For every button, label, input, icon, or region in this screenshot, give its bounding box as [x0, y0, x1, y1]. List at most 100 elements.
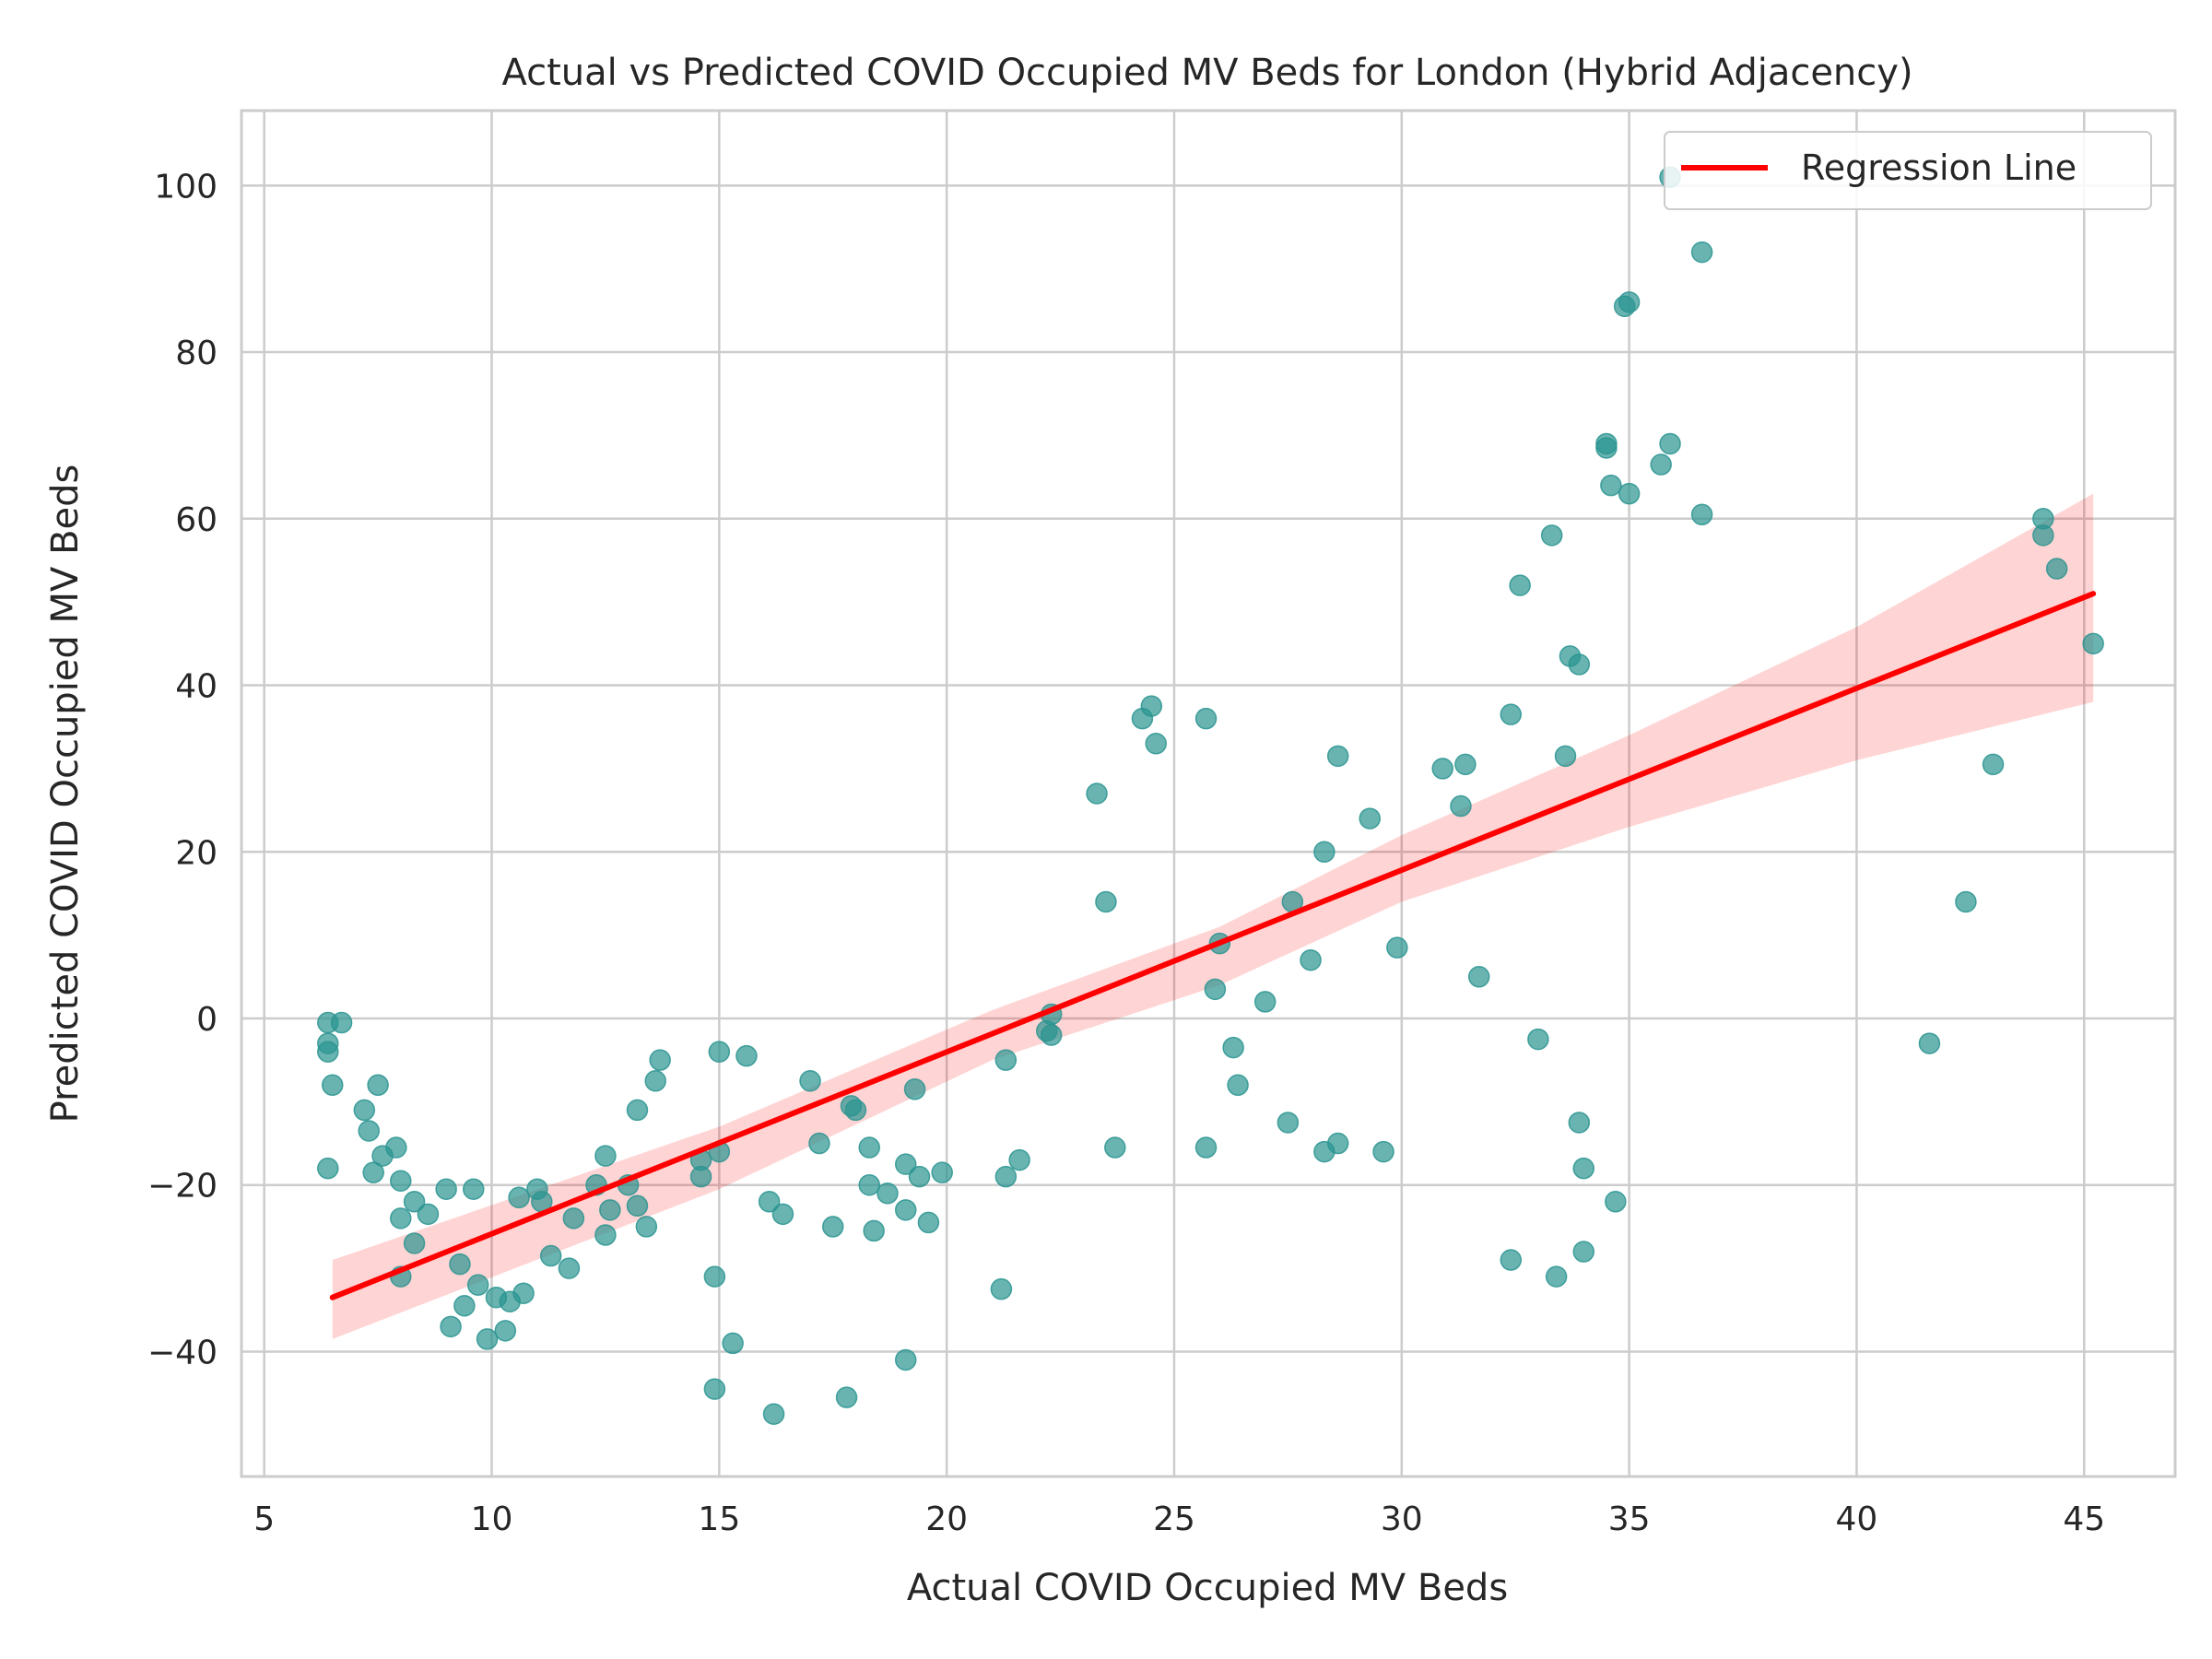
data-point	[594, 1224, 617, 1246]
y-tick-label: 0	[196, 1001, 218, 1039]
data-point	[2045, 558, 2068, 580]
data-point	[1145, 733, 1167, 755]
data-point	[877, 1182, 899, 1205]
data-point	[1008, 1148, 1030, 1171]
data-point	[403, 1191, 426, 1213]
data-point	[1372, 1140, 1394, 1163]
x-tick-labels: 5 10 15 20 25 30 35 40 45	[253, 1500, 2105, 1538]
y-tick-label: 40	[175, 668, 218, 706]
data-point	[367, 1074, 389, 1097]
data-point	[1040, 1024, 1063, 1046]
data-point	[990, 1277, 1013, 1300]
data-point	[453, 1295, 476, 1317]
regression-line	[329, 591, 2097, 1300]
data-point	[435, 1178, 457, 1200]
data-point	[1326, 1132, 1349, 1155]
data-point	[466, 1274, 489, 1296]
data-point	[1104, 1136, 1126, 1159]
data-point	[863, 1219, 885, 1242]
data-point	[1194, 707, 1218, 730]
data-point	[1300, 948, 1322, 971]
data-point	[1253, 991, 1277, 1013]
data-point	[994, 1049, 1018, 1071]
x-tick-label: 35	[1608, 1500, 1651, 1538]
data-point	[1454, 753, 1477, 776]
data-point	[735, 1044, 758, 1067]
data-point	[494, 1320, 517, 1342]
data-point	[1386, 936, 1408, 959]
data-point	[844, 1099, 867, 1122]
plot-background	[241, 111, 2175, 1477]
confidence-band-layer	[332, 493, 2094, 1339]
x-tick-label: 30	[1381, 1500, 1423, 1538]
data-point	[1650, 453, 1672, 476]
x-tick-label: 15	[698, 1500, 740, 1538]
data-point	[2082, 632, 2104, 655]
data-point	[1359, 807, 1381, 830]
data-point	[644, 1070, 666, 1092]
data-point	[417, 1203, 440, 1226]
data-point	[1572, 1241, 1595, 1263]
data-point	[1194, 1136, 1218, 1159]
x-axis-label: Actual COVID Occupied MV Beds	[907, 1567, 1508, 1609]
data-point	[1431, 758, 1453, 780]
legend-box	[1664, 131, 2152, 210]
grid	[241, 111, 2175, 1477]
data-point	[358, 1120, 380, 1142]
data-point	[321, 1074, 344, 1097]
data-point	[558, 1257, 581, 1279]
data-point	[353, 1099, 376, 1122]
data-point	[512, 1282, 535, 1304]
data-point	[1618, 482, 1641, 505]
data-point	[476, 1328, 499, 1350]
data-point	[1605, 1191, 1627, 1213]
data-point	[1222, 1036, 1244, 1059]
confidence-band	[332, 493, 2094, 1339]
data-point	[330, 1011, 353, 1034]
data-point	[1095, 890, 1117, 913]
data-point	[317, 1041, 339, 1063]
data-point	[1690, 241, 1713, 264]
data-point	[317, 1157, 339, 1180]
legend: Regression Line	[1664, 131, 2152, 210]
data-point	[1527, 1028, 1549, 1051]
data-point	[539, 1244, 562, 1267]
data-point	[903, 1078, 926, 1100]
data-point	[562, 1207, 585, 1230]
data-point	[1554, 745, 1577, 768]
data-point	[1326, 745, 1349, 768]
data-point	[599, 1199, 621, 1221]
data-point	[762, 1403, 785, 1425]
data-point	[1955, 890, 1977, 913]
data-point	[858, 1136, 880, 1159]
data-point	[722, 1332, 744, 1355]
data-point	[626, 1194, 649, 1218]
data-point	[1313, 841, 1335, 864]
y-tick-label: 60	[175, 501, 218, 539]
data-point	[1204, 978, 1227, 1001]
data-point	[994, 1165, 1018, 1188]
data-point	[808, 1132, 830, 1155]
data-point	[1540, 524, 1563, 547]
data-point	[1500, 703, 1523, 725]
data-point	[508, 1186, 530, 1209]
data-point	[390, 1170, 412, 1192]
x-tick-label: 20	[925, 1500, 968, 1538]
data-point	[858, 1173, 880, 1196]
data-point	[1545, 1265, 1568, 1288]
data-point	[1086, 782, 1108, 805]
data-point	[689, 1165, 712, 1188]
y-axis-label: Predicted COVID Occupied MV Beds	[44, 465, 87, 1124]
data-point	[1450, 794, 1472, 818]
x-tick-label: 45	[2063, 1500, 2105, 1538]
y-tick-label: −20	[147, 1168, 218, 1206]
regression-line-layer	[329, 591, 2097, 1300]
x-tick-label: 40	[1836, 1500, 1878, 1538]
plot-frame	[240, 109, 2177, 1478]
data-point	[1467, 966, 1490, 988]
data-point	[894, 1153, 917, 1175]
data-point	[1500, 1249, 1523, 1271]
data-point	[908, 1165, 931, 1188]
data-point	[708, 1041, 731, 1063]
